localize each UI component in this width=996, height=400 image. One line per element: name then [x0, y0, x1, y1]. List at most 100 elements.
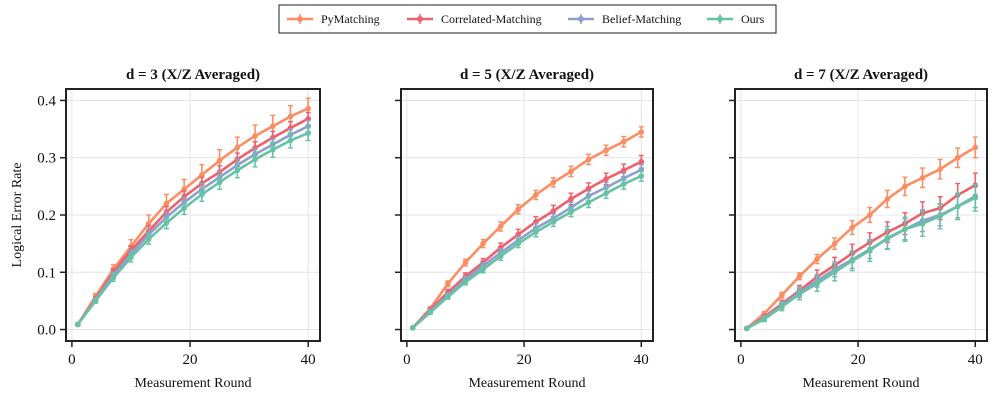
series-correlated-matching: [409, 154, 645, 331]
data-point: [779, 303, 785, 310]
data-point: [110, 275, 117, 281]
y-tick-label: 0.2: [37, 208, 56, 224]
x-tick-label: 20: [851, 352, 866, 368]
series-line: [411, 160, 642, 329]
data-point: [585, 199, 592, 206]
data-point: [269, 123, 276, 130]
data-point: [884, 196, 891, 202]
x-tick-label: 20: [183, 352, 198, 368]
data-point: [814, 256, 820, 262]
data-point: [480, 240, 486, 247]
chart-panel: 0 20 40 0.0 0.1 0.2 0.3 0.4 d = 3 (X/Z Averaged)…: [10, 67, 321, 391]
series-line: [76, 117, 309, 326]
data-point: [497, 223, 504, 230]
series-line: [411, 174, 642, 329]
data-point: [532, 192, 539, 198]
data-point: [603, 176, 609, 182]
data-point: [550, 219, 557, 225]
data-point: [972, 195, 979, 201]
series-ours: [409, 170, 645, 331]
data-point: [638, 158, 645, 165]
data-point: [585, 185, 592, 192]
x-tick-label: 0: [737, 352, 745, 368]
series-belief-matching: [409, 163, 645, 331]
legend-label: Correlated-Matching: [441, 12, 542, 26]
series-belief-matching: [75, 119, 311, 328]
data-point: [199, 191, 205, 198]
x-tick-label: 0: [403, 352, 411, 368]
legend-marker: [578, 16, 584, 22]
data-point: [814, 280, 820, 287]
data-point: [128, 254, 134, 261]
series-line: [76, 125, 309, 326]
data-point: [550, 208, 557, 214]
data-point: [638, 173, 645, 179]
x-axis-label: Measurement Round: [134, 376, 251, 391]
data-point: [919, 174, 926, 181]
data-point: [796, 291, 803, 297]
data-point: [75, 321, 81, 328]
legend-label: Belief-Matching: [602, 12, 681, 26]
x-tick-label: 40: [634, 352, 649, 368]
data-point: [620, 181, 627, 187]
data-point: [937, 213, 943, 219]
data-point: [252, 156, 258, 163]
series-line: [411, 130, 642, 329]
legend-entry: PyMatching: [287, 12, 380, 26]
data-point: [743, 325, 750, 332]
data-point: [163, 220, 170, 226]
series-line: [745, 146, 976, 330]
legend-label: Ours: [741, 12, 765, 26]
data-point: [216, 179, 223, 186]
data-point: [515, 240, 522, 247]
series-ours: [743, 183, 979, 332]
x-tick-label: 20: [517, 352, 532, 368]
data-point: [480, 266, 486, 273]
series-line: [746, 184, 976, 330]
data-point: [568, 168, 574, 175]
data-point: [849, 258, 856, 264]
x-tick-label: 40: [301, 352, 316, 368]
data-point: [620, 167, 627, 174]
series-pymatching: [75, 97, 311, 328]
data-point: [305, 130, 311, 136]
x-axis-label: Measurement Round: [802, 376, 919, 391]
data-point: [779, 292, 785, 298]
data-point: [902, 226, 908, 233]
legend-entry: Belief-Matching: [568, 12, 681, 26]
data-point: [919, 220, 926, 227]
data-point: [287, 137, 294, 144]
x-axis-label: Measurement Round: [468, 376, 585, 391]
series-line: [76, 107, 309, 326]
data-point: [234, 167, 241, 174]
data-point: [954, 154, 961, 161]
data-point: [761, 316, 768, 323]
y-axis-label: Logical Error Rate: [10, 163, 25, 268]
data-point: [532, 229, 539, 235]
data-point: [796, 273, 803, 280]
data-point: [831, 240, 838, 247]
series-line: [411, 168, 642, 329]
legend-marker: [417, 16, 423, 22]
data-point: [92, 298, 99, 304]
data-point: [954, 203, 961, 210]
data-point: [199, 172, 205, 178]
data-point: [866, 247, 873, 254]
data-point: [585, 156, 592, 163]
data-point: [603, 147, 609, 154]
series-ours: [75, 124, 311, 328]
legend-label: PyMatching: [321, 12, 380, 26]
data-point: [234, 144, 241, 151]
chart-title: d = 5 (X/Z Averaged): [460, 67, 594, 83]
series-line: [746, 196, 976, 330]
chart-title: d = 3 (X/Z Averaged): [126, 67, 260, 83]
data-point: [445, 280, 451, 287]
data-point: [445, 294, 451, 300]
data-point: [866, 212, 873, 218]
data-point: [550, 179, 557, 186]
x-tick-label: 40: [968, 352, 983, 368]
x-tick-label: 0: [68, 352, 76, 368]
chart-title: d = 7 (X/Z Averaged): [794, 67, 928, 83]
data-point: [620, 138, 627, 145]
data-point: [849, 224, 856, 231]
